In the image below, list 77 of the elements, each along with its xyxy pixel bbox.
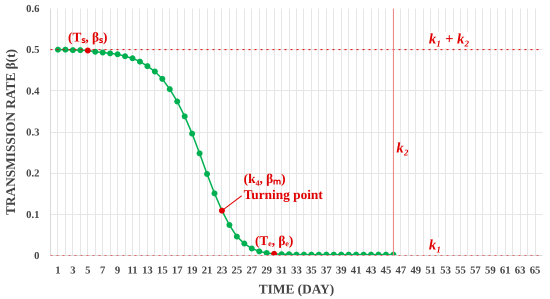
point bbox=[136, 58, 143, 65]
y-tick-label: 0.5 bbox=[26, 45, 40, 56]
x-tick-label: 53 bbox=[440, 266, 451, 276]
point bbox=[248, 246, 255, 252]
x-tick-label: 51 bbox=[425, 266, 436, 276]
y-tick-label: 0.1 bbox=[26, 210, 40, 221]
point bbox=[62, 46, 68, 53]
x-tick-label: 21 bbox=[202, 266, 212, 276]
annotation: Turning point bbox=[244, 186, 324, 202]
point bbox=[196, 150, 203, 156]
point bbox=[159, 76, 166, 82]
x-tick-label: 35 bbox=[306, 266, 317, 276]
x-tick-label: 31 bbox=[276, 266, 287, 276]
x-tick-label: 17 bbox=[172, 266, 184, 276]
x-tick-label: 29 bbox=[261, 266, 272, 276]
x-tick-label: 49 bbox=[410, 266, 422, 276]
x-tick-label: 7 bbox=[100, 266, 106, 276]
point bbox=[271, 250, 278, 256]
y-tick-label: 0.3 bbox=[26, 128, 40, 138]
ref-line-label: k₁ bbox=[428, 238, 442, 254]
annotation: (k₄, βₘ) bbox=[244, 170, 286, 186]
point bbox=[100, 50, 106, 56]
point bbox=[234, 234, 240, 240]
x-tick-label: 5 bbox=[85, 266, 90, 276]
y-tick-label: 0.4 bbox=[26, 86, 40, 98]
point bbox=[241, 240, 248, 247]
point bbox=[84, 47, 91, 54]
point bbox=[264, 250, 270, 256]
point bbox=[114, 51, 121, 58]
x-tick-label: 61 bbox=[500, 266, 511, 276]
ref-line-label: k₂ bbox=[396, 140, 409, 157]
y-tick-label: 0.6 bbox=[26, 4, 40, 15]
point bbox=[166, 86, 173, 92]
x-tick-label: 33 bbox=[291, 266, 302, 276]
point bbox=[189, 130, 196, 137]
x-tick-label: 15 bbox=[156, 266, 168, 276]
x-tick-label: 3 bbox=[70, 266, 76, 276]
ref-line-label: k₁ + k₂ bbox=[428, 32, 470, 48]
point bbox=[182, 113, 188, 120]
point bbox=[92, 48, 98, 55]
point bbox=[226, 222, 232, 228]
x-tick-label: 57 bbox=[470, 266, 482, 276]
point bbox=[256, 248, 262, 254]
x-tick-label: 55 bbox=[455, 266, 466, 276]
y-axis-title: TRANSMISSION RATE β(t) bbox=[3, 48, 18, 215]
point bbox=[218, 208, 225, 214]
x-tick-label: 43 bbox=[366, 266, 376, 276]
x-tick-label: 11 bbox=[127, 266, 138, 276]
annotation: (Tₛ, βₛ) bbox=[68, 29, 108, 44]
point bbox=[174, 98, 180, 105]
point bbox=[122, 53, 128, 60]
y-tick-label: 0.2 bbox=[26, 168, 40, 180]
point bbox=[152, 68, 158, 74]
annotation: (Tₑ, βₑ) bbox=[254, 232, 294, 248]
point bbox=[212, 190, 218, 196]
point bbox=[204, 170, 210, 177]
x-axis-title: TIME (DAY) bbox=[258, 282, 334, 296]
x-tick-label: 63 bbox=[514, 266, 526, 276]
x-tick-label: 37 bbox=[320, 266, 332, 276]
y-tick-label: 0 bbox=[34, 251, 40, 262]
x-tick-label: 23 bbox=[216, 266, 228, 276]
x-tick-label: 25 bbox=[232, 266, 242, 276]
point bbox=[144, 63, 150, 70]
x-tick-label: 65 bbox=[530, 266, 540, 276]
x-tick-label: 47 bbox=[396, 266, 407, 276]
x-tick-label: 9 bbox=[114, 266, 120, 276]
x-tick-label: 27 bbox=[246, 266, 258, 276]
x-tick-label: 45 bbox=[380, 266, 392, 276]
x-tick-label: 1 bbox=[55, 266, 61, 276]
x-tick-label: 13 bbox=[142, 266, 153, 276]
point bbox=[70, 47, 76, 54]
x-tick-label: 39 bbox=[336, 266, 347, 276]
x-tick-label: 59 bbox=[484, 266, 496, 276]
x-tick-label: 19 bbox=[186, 266, 198, 276]
x-tick-label: 41 bbox=[350, 266, 362, 276]
point bbox=[130, 55, 136, 62]
point bbox=[107, 50, 114, 56]
